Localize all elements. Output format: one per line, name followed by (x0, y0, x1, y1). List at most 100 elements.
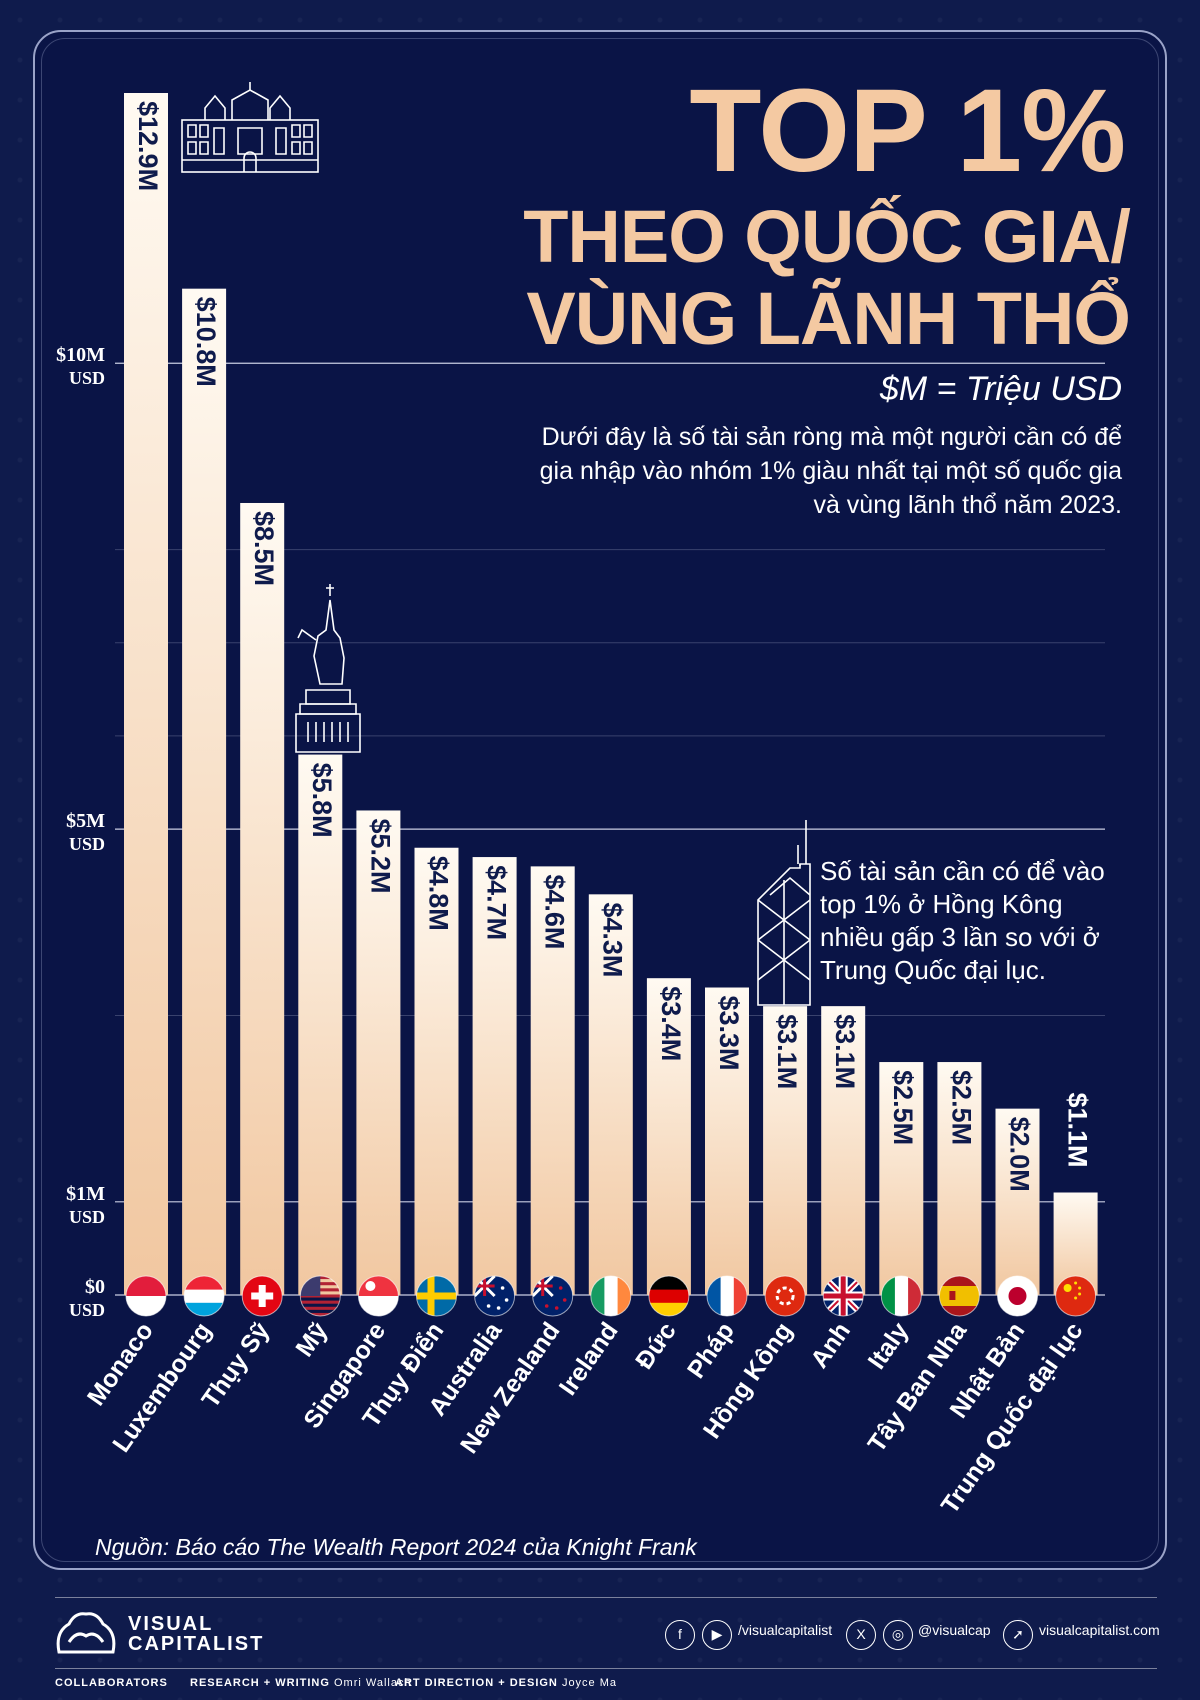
flag-stripe (908, 1276, 922, 1316)
category-label: Đức (630, 1317, 682, 1374)
flag-star (1078, 1286, 1082, 1290)
flag-star (544, 1304, 549, 1308)
flag-stripe (939, 1306, 980, 1316)
flag-body (590, 1276, 631, 1316)
value-label: $2.5M (888, 1070, 918, 1145)
flag-star (1063, 1284, 1072, 1292)
flag-detail (775, 1286, 795, 1306)
flag-body (416, 1276, 457, 1316)
flag-border (532, 1275, 574, 1317)
flag-detail (823, 1276, 864, 1316)
flag-stripe (939, 1276, 980, 1287)
value-label: $2.5M (946, 1070, 976, 1145)
flag-border (764, 1275, 806, 1317)
flag-china-icon (1055, 1275, 1097, 1317)
value-label: $3.4M (656, 986, 686, 1061)
title-line-1: TOP 1% (689, 65, 1126, 197)
flag-detail (416, 1292, 457, 1300)
flag-stripe (184, 1289, 225, 1304)
value-label: $3.1M (830, 1014, 860, 1089)
bar-7 (530, 866, 575, 1295)
x-icon[interactable]: X (846, 1620, 876, 1650)
facebook-icon[interactable]: f (665, 1620, 695, 1650)
cursor-icon[interactable]: ➚ (1003, 1620, 1033, 1650)
flag-body (997, 1276, 1038, 1316)
flag-border (183, 1275, 225, 1317)
value-label: $5.8M (307, 763, 337, 838)
flag-stripe (358, 1296, 399, 1316)
bar-9 (646, 978, 691, 1295)
bar-13 (879, 1062, 924, 1295)
flag-stripe (604, 1276, 619, 1316)
bar-1 (182, 288, 227, 1295)
social-handle-2[interactable]: @visualcap (918, 1622, 991, 1638)
bar-12 (821, 1006, 866, 1295)
flag-stripe (648, 1289, 689, 1304)
flag-detail (532, 1276, 553, 1296)
y-tick-unit: USD (69, 368, 105, 388)
collaborators-label: COLLABORATORS (55, 1677, 168, 1689)
skyscraper-icon (757, 820, 811, 1006)
flag-stripe (184, 1276, 225, 1291)
flag-border (1055, 1275, 1097, 1317)
research-label: RESEARCH + WRITING (190, 1677, 330, 1689)
flag-hong-kong-icon (764, 1275, 806, 1317)
flag-stripe (894, 1276, 909, 1316)
bar-0 (124, 93, 168, 1295)
instagram-icon[interactable]: ◎ (883, 1620, 913, 1650)
flag-detail (474, 1276, 495, 1296)
flag-stripe (358, 1276, 399, 1297)
social-handle-1[interactable]: /visualcapitalist (738, 1622, 833, 1638)
flag-star (1078, 1292, 1082, 1296)
flag-stripe (300, 1312, 341, 1316)
flag-stripe (300, 1300, 341, 1304)
value-label: $4.7M (481, 865, 511, 940)
flag-star (554, 1306, 559, 1310)
y-tick-label: $10M (56, 344, 105, 366)
statue-of-liberty-icon (295, 584, 361, 753)
website-link[interactable]: visualcapitalist.com (1039, 1622, 1160, 1638)
flag-body (1055, 1276, 1096, 1316)
y-tick-label: $0 (85, 1276, 105, 1298)
bar-11 (763, 1006, 808, 1295)
description: Dưới đây là số tài sản ròng mà một người… (539, 423, 1122, 519)
bar-15 (995, 1108, 1040, 1295)
flag-stripe (720, 1276, 735, 1316)
flag-body (881, 1276, 922, 1316)
flag-border (125, 1275, 167, 1317)
research-credit: RESEARCH + WRITING Omri Wallach (190, 1677, 412, 1689)
y-tick-unit: USD (69, 1207, 105, 1227)
flag-body (707, 1276, 747, 1316)
flag-sweden-icon (416, 1275, 457, 1317)
y-tick-label: $1M (66, 1183, 105, 1205)
flag-star (496, 1306, 501, 1310)
category-label: Anh (805, 1317, 856, 1373)
palace-icon (181, 82, 319, 173)
hong-kong-note: Số tài sản cần có để vào top 1% ở Hồng K… (820, 856, 1105, 985)
flag-border (474, 1275, 516, 1317)
value-label: $5.2M (365, 818, 395, 893)
flag-stripe (300, 1306, 341, 1310)
flag-star (486, 1304, 491, 1308)
flag-stripe (617, 1276, 631, 1316)
flag-body (242, 1276, 283, 1316)
youtube-icon[interactable]: ▶ (702, 1620, 732, 1650)
flag-monaco-icon (125, 1275, 167, 1317)
category-label: Mỹ (290, 1317, 333, 1362)
flag-border (648, 1275, 690, 1317)
panel-inner-border (41, 38, 1159, 1562)
flag-stripe (765, 1276, 806, 1316)
brand-name: VISUAL CAPITALIST (128, 1614, 264, 1654)
design-name: Joyce Ma (561, 1677, 618, 1689)
flag-switzerland-icon (241, 1275, 283, 1317)
flags (125, 1275, 1097, 1317)
flag-france-icon (706, 1275, 748, 1317)
flag-usa-icon (299, 1275, 341, 1317)
brand-line-1: VISUAL (128, 1613, 214, 1635)
value-label: $2.0M (1004, 1117, 1034, 1192)
bar-2 (240, 502, 285, 1295)
bar-10 (705, 987, 749, 1295)
flag-stripe (881, 1276, 896, 1316)
